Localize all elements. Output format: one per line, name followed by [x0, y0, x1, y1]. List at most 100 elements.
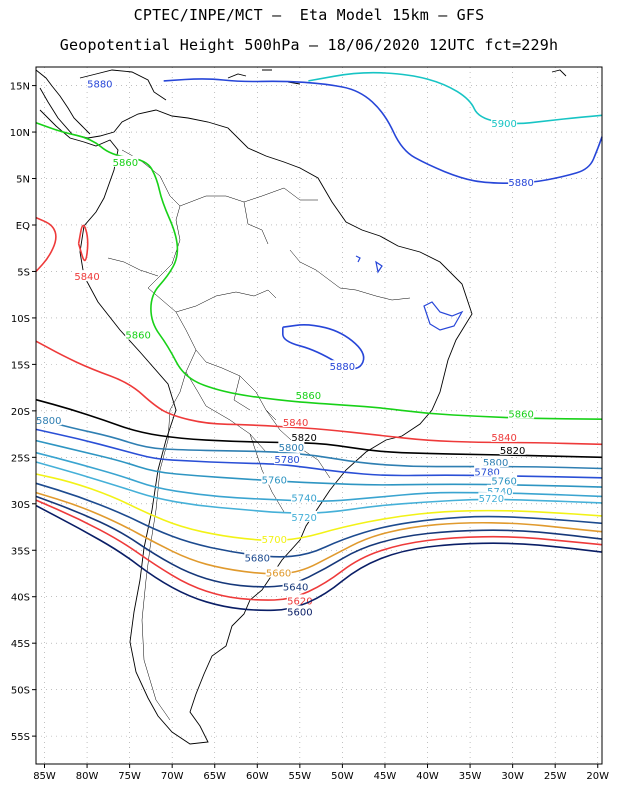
- contour-label-5780: 5780: [474, 467, 499, 478]
- contour-label-5840: 5840: [283, 418, 308, 429]
- contour-label-5880: 5880: [330, 362, 355, 373]
- contour-label-bg: [278, 441, 305, 453]
- lon-tick-label: 60W: [246, 771, 269, 782]
- lon-tick-label: 70W: [161, 771, 184, 782]
- contour-label-bg: [125, 328, 152, 340]
- contour-5800: [35, 417, 603, 470]
- contour-label-bg: [261, 473, 288, 485]
- contour-label-5840: 5840: [74, 272, 99, 283]
- contour-5880: [282, 324, 365, 370]
- contour-label-bg: [491, 474, 518, 486]
- contour-label-5800: 5800: [36, 416, 61, 427]
- contour-label-5880: 5880: [508, 178, 533, 189]
- contour-label-bg: [286, 594, 313, 606]
- contour-label-bg: [486, 484, 513, 496]
- contour-label-bg: [35, 414, 62, 426]
- contour-label-5760: 5760: [262, 476, 287, 487]
- lat-tick-label: 15N: [10, 82, 30, 93]
- contour-5900: [308, 71, 603, 125]
- lat-tick-label: 30S: [11, 500, 30, 511]
- contour-label-5820: 5820: [291, 433, 316, 444]
- contour-label-5600: 5600: [287, 608, 312, 619]
- contour-5740: [35, 451, 603, 503]
- lat-tick-label: 15S: [11, 360, 30, 371]
- contour-label-5800: 5800: [483, 458, 508, 469]
- lon-tick-label: 75W: [118, 771, 141, 782]
- contour-label-5820: 5820: [500, 446, 525, 457]
- contour-5720: [35, 461, 603, 514]
- lon-tick-label: 35W: [459, 771, 482, 782]
- contour-label-5880: 5880: [87, 80, 112, 91]
- map-title-line1: CPTEC/INPE/MCT – Eta Model 15km – GFS: [133, 6, 485, 24]
- contour-label-bg: [508, 176, 535, 188]
- lat-tick-label: 25S: [11, 453, 30, 464]
- lat-tick-label: 55S: [11, 732, 30, 743]
- contour-label-5900: 5900: [491, 119, 516, 130]
- contour-label-5620: 5620: [287, 596, 312, 607]
- lon-tick-label: 45W: [374, 771, 397, 782]
- contour-label-5860: 5860: [296, 391, 321, 402]
- contour-label-bg: [291, 430, 318, 442]
- contour-label-5860: 5860: [508, 410, 533, 421]
- lat-tick-label: 35S: [11, 546, 30, 557]
- islands: [227, 69, 567, 85]
- contour-5880: [163, 78, 603, 184]
- contour-label-bg: [491, 430, 518, 442]
- lat-tick-label: 10S: [11, 314, 30, 325]
- contour-label-5660: 5660: [266, 569, 291, 580]
- lat-tick-label: 5N: [16, 175, 30, 186]
- contour-label-5700: 5700: [262, 535, 287, 546]
- contour-5640: [35, 495, 603, 588]
- contour-label-bg: [274, 453, 301, 465]
- lat-tick-label: 10N: [10, 128, 30, 139]
- contour-label-bg: [491, 116, 518, 128]
- contour-5620: [35, 499, 603, 601]
- map-title-line2: Geopotential Height 500hPa – 18/06/2020 …: [59, 36, 559, 54]
- contour-5840: [35, 216, 57, 273]
- contour-label-5640: 5640: [283, 582, 308, 593]
- contour-label-5800: 5800: [279, 443, 304, 454]
- lat-tick-label: 50S: [11, 686, 30, 697]
- contour-5780: [35, 428, 603, 479]
- contour-label-5720: 5720: [479, 494, 504, 505]
- contour-5820: [35, 398, 603, 459]
- contour-label-5720: 5720: [291, 513, 316, 524]
- contour-label-bg: [295, 389, 322, 401]
- contour-label-bg: [474, 465, 501, 477]
- contour-label-5780: 5780: [274, 455, 299, 466]
- contour-label-bg: [265, 566, 292, 578]
- caribbean-coastline: [79, 69, 167, 101]
- contour-label-bg: [244, 551, 271, 563]
- central-america-coastline: [35, 69, 91, 135]
- lat-tick-label: EQ: [16, 221, 30, 232]
- contour-label-5860: 5860: [125, 331, 150, 342]
- lon-tick-label: 20W: [586, 771, 609, 782]
- map-frame: [35, 66, 603, 765]
- lon-tick-label: 80W: [76, 771, 99, 782]
- contour-5600: [35, 504, 603, 612]
- contour-label-bg: [112, 155, 139, 167]
- lat-tick-label: 45S: [11, 639, 30, 650]
- contour-label-5760: 5760: [491, 477, 516, 488]
- lat-tick-label: 40S: [11, 593, 30, 604]
- contour-label-bg: [291, 510, 318, 522]
- contour-label-bg: [261, 533, 288, 545]
- lat-tick-label: 20S: [11, 407, 30, 418]
- contour-5840: [77, 224, 89, 262]
- lon-tick-label: 40W: [416, 771, 439, 782]
- contour-label-bg: [282, 580, 309, 592]
- lon-tick-label: 50W: [331, 771, 354, 782]
- graticule: [36, 67, 602, 764]
- contour-label-bg: [499, 443, 526, 455]
- contour-label-bg: [286, 605, 313, 617]
- geopotential-contours: 5900 5880 5880 5880 5860 5860 5860 5860 5840 5840…: [35, 71, 603, 619]
- contour-5860: [35, 122, 603, 420]
- lakes: [355, 255, 464, 331]
- contour-label-bg: [329, 360, 356, 372]
- lat-tick-label: 5S: [17, 267, 30, 278]
- map-axes: 15N 10N 5N EQ 5S 10S 15S 20S 25S 30S 35S 40S 45S 50S 5…: [10, 82, 609, 782]
- contour-label-bg: [291, 491, 318, 503]
- contour-label-5860: 5860: [113, 158, 138, 169]
- lon-tick-label: 30W: [501, 771, 524, 782]
